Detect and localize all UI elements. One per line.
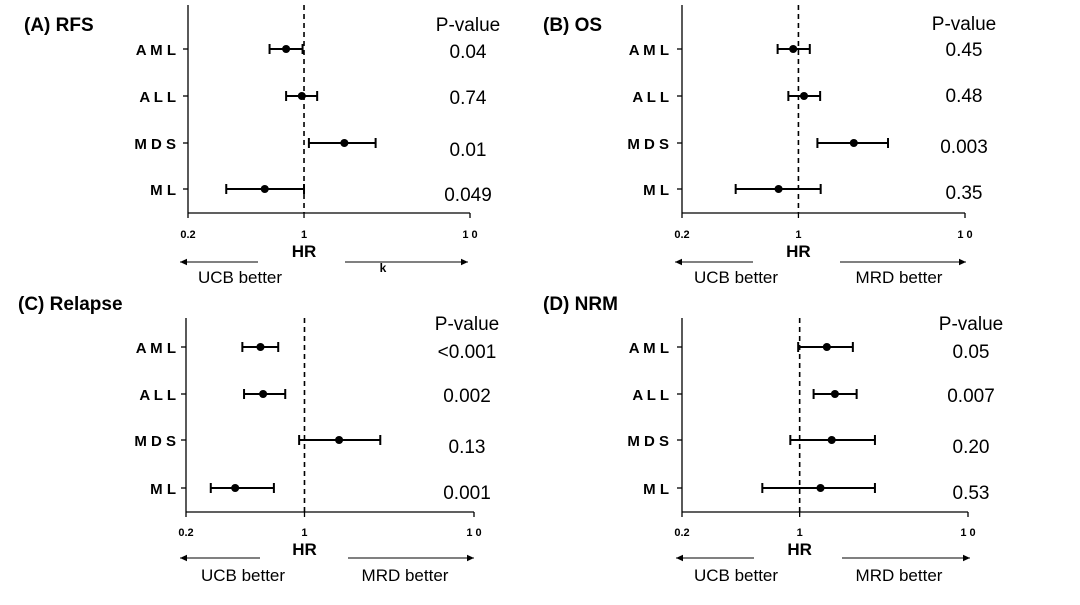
x-tick-label: 1 0 [960, 527, 975, 539]
category-label: M D S [134, 433, 176, 450]
x-axis-label: HR [786, 242, 811, 261]
pvalue: <0.001 [438, 342, 497, 363]
x-tick-label: 1 0 [957, 229, 972, 241]
category-label: A L L [632, 387, 669, 404]
category-label: M D S [134, 136, 176, 153]
arrow-label-left: UCB better [198, 268, 282, 287]
panel-4: (D) NRM 0.2 1 1 0 HR P-value A M L 0.05 A L L 0.0… [543, 294, 1003, 585]
x-tick-label: 0.2 [674, 229, 689, 241]
arrow-label-left: UCB better [201, 566, 285, 585]
panel-1: (A) RFS 0.2 1 1 0 HR P-value A M L 0.04 A L L 0.7… [24, 5, 500, 287]
category-label: A M L [136, 340, 176, 357]
category-label: M L [643, 481, 669, 498]
category-label: A L L [632, 89, 669, 106]
hr-point [335, 436, 344, 444]
category-label: M D S [627, 433, 669, 450]
x-tick-label: 1 0 [466, 527, 481, 539]
x-tick-label: 0.2 [178, 527, 193, 539]
arrow-label-right: MRD better [362, 566, 449, 585]
arrow-label-left: UCB better [694, 566, 778, 585]
category-label: M D S [627, 136, 669, 153]
x-tick-label: 1 [301, 229, 307, 241]
x-tick-label: 1 [797, 527, 803, 539]
category-label: A L L [139, 89, 176, 106]
pvalue: 0.049 [444, 185, 492, 206]
arrow-label-right: MRD better [856, 566, 943, 585]
hr-point [259, 390, 268, 398]
x-tick-label: 0.2 [674, 527, 689, 539]
hr-point [231, 484, 240, 492]
pvalue-header: P-value [932, 14, 996, 35]
panel-title: (A) RFS [24, 15, 94, 36]
x-axis-label: HR [787, 540, 812, 559]
hr-point [282, 45, 291, 53]
hr-point [849, 139, 858, 147]
pvalue: 0.002 [443, 386, 491, 407]
arrow-label-right: MRD better [856, 268, 943, 287]
category-label: M L [150, 481, 176, 498]
hr-point [340, 139, 349, 147]
category-label: A M L [136, 42, 176, 59]
hr-point [260, 185, 269, 193]
pvalue-header: P-value [436, 15, 500, 36]
hr-point [822, 343, 831, 351]
pvalue: 0.20 [953, 437, 990, 458]
pvalue: 0.13 [449, 437, 486, 458]
pvalue: 0.45 [946, 40, 983, 61]
category-label: M L [150, 182, 176, 199]
pvalue: 0.05 [953, 342, 990, 363]
hr-point [830, 390, 839, 398]
hr-point [816, 484, 825, 492]
category-label: A L L [139, 387, 176, 404]
x-tick-label: 1 [301, 527, 307, 539]
panel-2: (B) OS 0.2 1 1 0 HR P-value A M L 0.45 A L L 0.48… [543, 5, 996, 287]
panel-title: (B) OS [543, 15, 602, 36]
pvalue: 0.01 [450, 140, 487, 161]
panel-3: (C) Relapse 0.2 1 1 0 HR P-value A M L <0.001 A … [18, 294, 499, 585]
hr-point [789, 45, 798, 53]
x-tick-label: 0.2 [180, 229, 195, 241]
x-axis-label: HR [292, 540, 317, 559]
x-tick-label: 1 0 [462, 229, 477, 241]
panel-title: (D) NRM [543, 294, 618, 315]
pvalue: 0.53 [953, 483, 990, 504]
category-label: M L [643, 182, 669, 199]
pvalue: 0.04 [450, 42, 487, 63]
hr-point [297, 92, 306, 100]
hr-point [827, 436, 836, 444]
pvalue: 0.35 [946, 183, 983, 204]
category-label: A M L [629, 42, 669, 59]
panel-title: (C) Relapse [18, 294, 123, 315]
hr-point [799, 92, 808, 100]
hr-point [774, 185, 783, 193]
pvalue: 0.003 [940, 137, 988, 158]
pvalue: 0.001 [443, 483, 491, 504]
category-label: A M L [629, 340, 669, 357]
pvalue-header: P-value [939, 314, 1003, 335]
pvalue-header: P-value [435, 314, 499, 335]
stray-mark: k [380, 261, 387, 275]
pvalue: 0.74 [450, 88, 487, 109]
pvalue: 0.007 [947, 386, 995, 407]
pvalue: 0.48 [946, 86, 983, 107]
arrow-label-left: UCB better [694, 268, 778, 287]
hr-point [256, 343, 265, 351]
x-axis-label: HR [292, 242, 317, 261]
x-tick-label: 1 [795, 229, 801, 241]
